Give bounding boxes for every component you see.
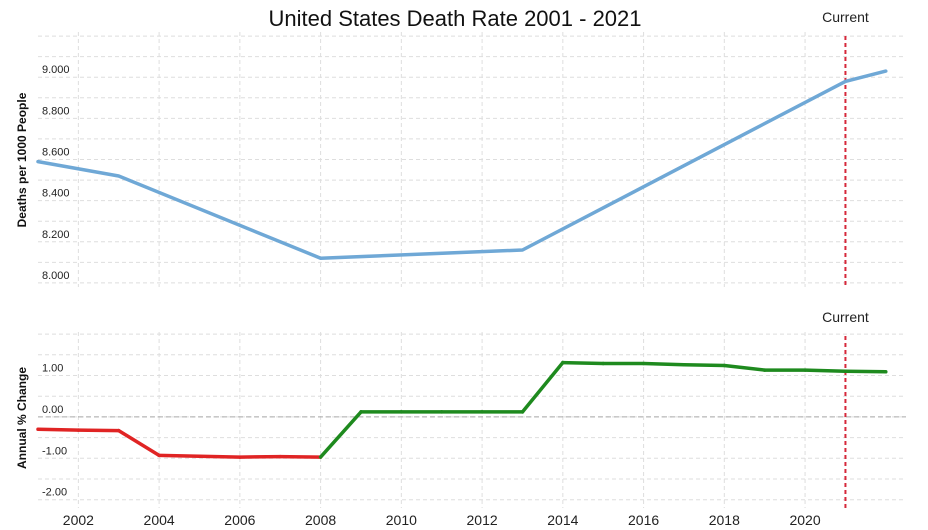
x-tick-label: 2006: [224, 512, 255, 528]
bottom-current-marker: Current: [822, 309, 869, 508]
top-grid: [38, 32, 906, 287]
top-y-tick-label: 9.000: [42, 64, 70, 76]
bottom-series-segment-2007: [278, 454, 323, 459]
top-current-label: Current: [822, 9, 869, 25]
bottom-series-segment-2004: [157, 453, 202, 458]
top-y-tick-label: 8.400: [42, 188, 70, 200]
bottom-series-segment-2016: [641, 361, 686, 367]
bottom-series-segment-2003: [116, 428, 161, 458]
bottom-y-tick-label: -2.00: [42, 487, 67, 499]
x-tick-label: 2012: [467, 512, 498, 528]
bottom-y-tick-label: 1.00: [42, 362, 63, 374]
top-y-tick-label: 8.000: [42, 270, 70, 282]
x-tick-label: 2008: [305, 512, 336, 528]
x-tick-label: 2020: [789, 512, 820, 528]
bottom-y-tick-label: 0.00: [42, 404, 63, 416]
bottom-y-tick-labels: -2.00 -1.00 0.00 1.00: [42, 362, 67, 498]
bottom-series-segment-2005: [197, 454, 242, 459]
bottom-series-segment-2001: [36, 427, 81, 432]
top-y-tick-label: 8.600: [42, 147, 70, 159]
top-panel: 8.000 8.200 8.400 8.600 8.800 9.000 Deaths pe…: [15, 9, 906, 287]
x-tick-label: 2014: [547, 512, 578, 528]
top-series-line-0: [36, 69, 888, 260]
bottom-grid: [38, 332, 906, 508]
x-tick-label: 2010: [386, 512, 417, 528]
bottom-y-tick-label: -1.00: [42, 445, 67, 457]
top-y-tick-label: 8.800: [42, 105, 70, 117]
bottom-series-segment-2002: [76, 428, 121, 433]
bottom-series-segment-2017: [682, 362, 727, 368]
bottom-series-segment-2014: [561, 360, 605, 366]
x-tick-label: 2016: [628, 512, 659, 528]
top-y-tick-label: 8.200: [42, 229, 70, 241]
top-current-marker: Current: [822, 9, 869, 287]
bottom-series-segment-2013: [520, 360, 565, 414]
bottom-series-segment-2020: [803, 368, 848, 374]
bottom-y-axis-label: Annual % Change: [15, 367, 29, 469]
top-series: [36, 69, 888, 260]
bottom-panel: -2.00 -1.00 0.00 1.00 Annual % Change Curre…: [15, 309, 906, 508]
top-y-axis-label: Deaths per 1000 People: [15, 92, 29, 227]
bottom-current-label: Current: [822, 309, 869, 325]
chart-title: United States Death Rate 2001 - 2021: [268, 6, 641, 31]
bottom-series-segment-2006: [238, 454, 282, 459]
bottom-series-segment-2021: [843, 369, 888, 374]
top-y-tick-labels: 8.000 8.200 8.400 8.600 8.800 9.000: [42, 64, 70, 282]
x-tick-label: 2018: [709, 512, 740, 528]
x-tick-label: 2004: [144, 512, 175, 528]
x-tick-labels: 2002 2004 2006 2008 2010 2012 2014 2016 2018 2020: [63, 512, 821, 528]
bottom-series-segment-2008: [318, 410, 363, 459]
bottom-series: [36, 360, 888, 459]
x-tick-label: 2002: [63, 512, 94, 528]
bottom-series-segment-2018: [722, 363, 767, 372]
